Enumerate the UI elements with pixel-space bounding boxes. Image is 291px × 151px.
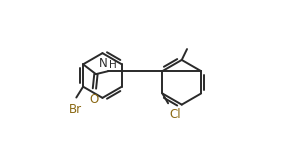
Text: Br: Br	[69, 103, 82, 116]
Text: H: H	[109, 60, 116, 70]
Text: O: O	[90, 93, 99, 106]
Text: Cl: Cl	[169, 108, 180, 120]
Text: N: N	[99, 57, 108, 70]
